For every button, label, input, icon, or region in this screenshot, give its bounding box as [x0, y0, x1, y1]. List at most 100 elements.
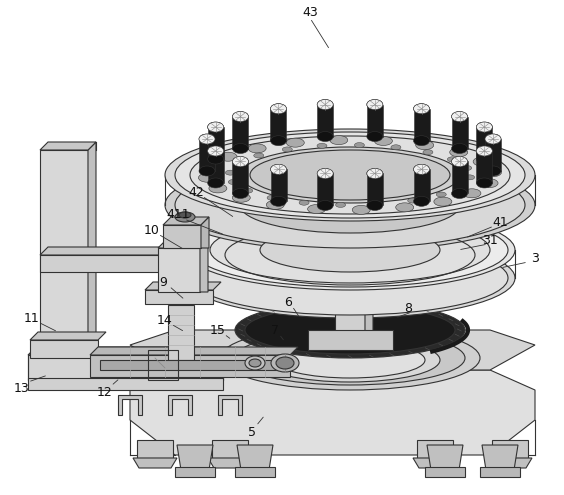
Ellipse shape [299, 200, 309, 205]
Polygon shape [208, 458, 252, 468]
Ellipse shape [175, 132, 525, 218]
Ellipse shape [452, 111, 468, 121]
Ellipse shape [473, 157, 491, 166]
Ellipse shape [485, 166, 501, 176]
Bar [413, 169, 430, 201]
Polygon shape [488, 458, 532, 468]
Ellipse shape [276, 357, 294, 369]
Ellipse shape [477, 146, 492, 156]
Ellipse shape [352, 205, 370, 214]
Bar [367, 104, 383, 137]
Ellipse shape [175, 212, 195, 222]
Bar [90, 355, 290, 377]
Ellipse shape [317, 99, 333, 109]
Bar [208, 127, 223, 159]
Polygon shape [237, 445, 273, 470]
Bar [417, 440, 453, 458]
Ellipse shape [317, 168, 333, 179]
Polygon shape [163, 217, 209, 225]
Ellipse shape [413, 164, 430, 174]
Ellipse shape [271, 103, 287, 114]
Polygon shape [158, 240, 208, 248]
Polygon shape [200, 240, 208, 292]
Bar [367, 173, 383, 205]
Ellipse shape [408, 198, 418, 203]
Bar [477, 127, 492, 159]
Ellipse shape [436, 192, 446, 197]
Ellipse shape [275, 342, 425, 378]
Ellipse shape [317, 144, 327, 148]
Ellipse shape [260, 338, 440, 382]
Ellipse shape [179, 212, 191, 218]
Bar [28, 378, 223, 390]
Text: 6: 6 [284, 296, 292, 308]
Ellipse shape [190, 136, 510, 214]
Polygon shape [482, 445, 518, 470]
Bar [212, 440, 248, 458]
Ellipse shape [232, 193, 250, 202]
Ellipse shape [199, 134, 215, 144]
Ellipse shape [271, 197, 287, 206]
Polygon shape [40, 247, 173, 255]
Ellipse shape [374, 137, 393, 146]
Ellipse shape [219, 152, 237, 161]
Polygon shape [177, 445, 213, 470]
Ellipse shape [485, 134, 501, 144]
Ellipse shape [228, 180, 239, 185]
Polygon shape [30, 332, 106, 340]
Ellipse shape [413, 136, 430, 146]
Ellipse shape [320, 275, 380, 291]
Ellipse shape [483, 168, 501, 177]
Bar [492, 440, 528, 458]
Text: 31: 31 [482, 234, 498, 247]
Ellipse shape [209, 184, 227, 193]
Bar [452, 161, 468, 194]
Ellipse shape [232, 111, 249, 121]
Ellipse shape [317, 200, 333, 210]
Text: 14: 14 [157, 313, 173, 327]
Ellipse shape [485, 134, 501, 144]
Polygon shape [130, 370, 535, 455]
Ellipse shape [416, 141, 434, 149]
Polygon shape [145, 282, 221, 290]
Polygon shape [325, 303, 375, 358]
Ellipse shape [367, 99, 383, 109]
Ellipse shape [208, 154, 223, 164]
Ellipse shape [243, 188, 253, 193]
Text: 8: 8 [404, 301, 412, 314]
Polygon shape [320, 283, 380, 290]
Ellipse shape [367, 132, 383, 142]
Ellipse shape [452, 144, 468, 153]
Ellipse shape [413, 103, 430, 114]
Bar [317, 173, 333, 205]
Ellipse shape [185, 238, 515, 318]
Ellipse shape [240, 177, 460, 233]
Polygon shape [365, 282, 373, 345]
Ellipse shape [208, 178, 223, 188]
Ellipse shape [208, 122, 223, 132]
Ellipse shape [367, 168, 383, 179]
Bar [158, 248, 200, 292]
Ellipse shape [477, 154, 492, 164]
Bar [175, 467, 215, 477]
Text: 12: 12 [97, 386, 113, 398]
Ellipse shape [367, 200, 383, 210]
Text: 13: 13 [14, 382, 30, 395]
Ellipse shape [434, 197, 452, 206]
Ellipse shape [330, 136, 348, 145]
Ellipse shape [413, 197, 430, 206]
Ellipse shape [317, 99, 333, 109]
Text: 5: 5 [248, 426, 256, 439]
Bar [30, 340, 98, 358]
Ellipse shape [245, 306, 455, 354]
Ellipse shape [185, 210, 515, 290]
Ellipse shape [317, 168, 333, 179]
Ellipse shape [235, 331, 465, 385]
Ellipse shape [447, 157, 457, 162]
Ellipse shape [452, 111, 468, 121]
Ellipse shape [165, 129, 535, 221]
Ellipse shape [477, 122, 492, 132]
Ellipse shape [480, 179, 498, 188]
Bar [425, 467, 465, 477]
Bar [148, 350, 178, 380]
